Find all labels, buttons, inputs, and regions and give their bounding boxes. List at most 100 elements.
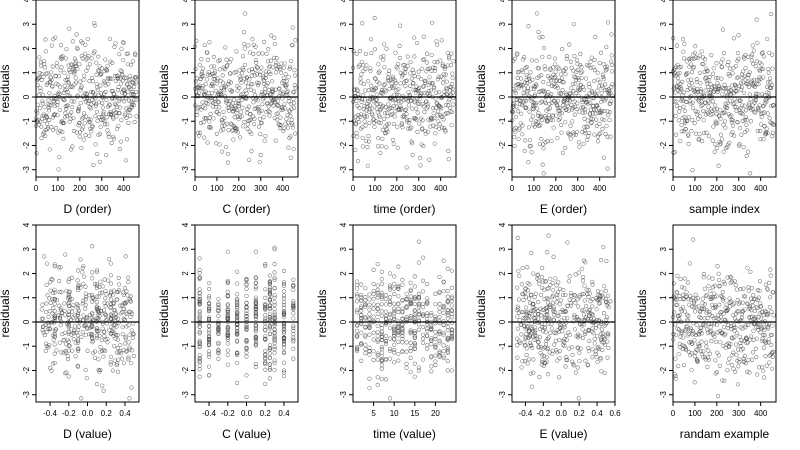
data-point bbox=[124, 324, 129, 329]
data-point bbox=[272, 307, 277, 312]
data-point bbox=[676, 80, 681, 85]
data-point bbox=[735, 51, 740, 56]
data-point bbox=[601, 77, 607, 82]
data-point bbox=[292, 89, 297, 94]
data-point bbox=[449, 320, 454, 325]
y-tick-label: 2 bbox=[659, 271, 668, 276]
data-point bbox=[412, 335, 417, 340]
data-point bbox=[197, 315, 202, 320]
data-point bbox=[533, 102, 538, 108]
data-point bbox=[579, 75, 584, 81]
data-point bbox=[733, 283, 738, 288]
data-point bbox=[599, 369, 604, 374]
data-point bbox=[747, 103, 752, 108]
data-point bbox=[583, 315, 588, 320]
data-point bbox=[359, 330, 364, 335]
plot-frame bbox=[352, 224, 457, 403]
data-point bbox=[751, 48, 756, 53]
x-tick-label: 300 bbox=[412, 184, 426, 193]
data-point bbox=[404, 340, 409, 345]
data-point bbox=[282, 83, 287, 88]
data-point bbox=[437, 331, 442, 336]
data-point bbox=[395, 124, 400, 129]
y-tick-label: -3 bbox=[181, 391, 190, 399]
data-point bbox=[433, 291, 438, 296]
data-point bbox=[721, 149, 726, 154]
data-point bbox=[445, 368, 450, 373]
y-tick-label: 1 bbox=[339, 295, 348, 300]
data-point bbox=[272, 323, 277, 328]
data-point bbox=[48, 80, 53, 85]
data-point bbox=[60, 129, 65, 135]
data-point bbox=[762, 110, 767, 115]
data-point bbox=[403, 108, 408, 113]
data-point bbox=[532, 316, 537, 321]
data-point bbox=[400, 329, 405, 334]
data-point bbox=[587, 313, 592, 318]
data-point bbox=[739, 87, 744, 92]
data-point bbox=[371, 291, 376, 296]
data-point bbox=[379, 366, 384, 371]
data-point bbox=[58, 68, 63, 73]
data-point bbox=[412, 35, 417, 40]
data-point bbox=[439, 125, 445, 130]
data-point bbox=[129, 360, 134, 366]
data-point bbox=[131, 102, 137, 108]
data-point bbox=[103, 296, 108, 301]
data-point bbox=[274, 60, 279, 65]
data-point bbox=[376, 120, 381, 125]
data-point bbox=[103, 89, 108, 95]
data-point bbox=[51, 337, 56, 342]
data-point bbox=[76, 338, 81, 343]
data-point bbox=[115, 369, 120, 374]
data-point bbox=[208, 95, 213, 100]
data-point bbox=[735, 120, 740, 125]
data-point bbox=[576, 270, 581, 275]
data-point bbox=[406, 90, 411, 95]
data-point bbox=[572, 315, 577, 320]
data-point bbox=[528, 292, 533, 297]
data-point bbox=[598, 331, 604, 336]
data-point bbox=[263, 86, 268, 91]
data-point bbox=[557, 105, 562, 111]
data-point bbox=[764, 363, 769, 368]
data-point bbox=[80, 266, 85, 271]
data-point bbox=[690, 328, 696, 333]
data-point bbox=[285, 88, 290, 94]
data-point bbox=[76, 268, 81, 273]
data-point bbox=[682, 56, 687, 61]
data-point bbox=[94, 326, 100, 331]
data-point bbox=[532, 330, 537, 335]
data-point bbox=[235, 302, 240, 307]
data-point bbox=[369, 83, 374, 88]
data-point bbox=[548, 330, 553, 336]
data-point bbox=[746, 84, 751, 89]
data-point bbox=[110, 60, 115, 65]
data-point bbox=[422, 109, 427, 115]
data-point bbox=[701, 355, 706, 360]
data-point bbox=[267, 273, 272, 278]
data-point bbox=[259, 120, 264, 126]
data-point bbox=[533, 318, 538, 323]
data-point bbox=[750, 52, 755, 57]
data-point bbox=[605, 20, 611, 25]
data-point bbox=[573, 300, 578, 305]
data-point bbox=[700, 102, 705, 108]
data-point bbox=[410, 141, 415, 146]
data-point bbox=[444, 87, 450, 92]
data-point bbox=[605, 134, 610, 139]
data-point bbox=[737, 126, 743, 131]
data-point bbox=[355, 294, 360, 299]
data-point bbox=[715, 89, 720, 94]
data-point bbox=[550, 300, 556, 305]
data-point bbox=[567, 274, 572, 279]
data-point bbox=[515, 355, 520, 360]
data-point bbox=[392, 324, 397, 329]
data-point bbox=[601, 340, 606, 345]
data-point bbox=[567, 297, 572, 302]
data-point bbox=[262, 138, 267, 143]
data-point bbox=[92, 49, 97, 54]
data-point bbox=[706, 357, 712, 363]
data-point bbox=[59, 65, 64, 70]
data-point bbox=[354, 98, 359, 103]
